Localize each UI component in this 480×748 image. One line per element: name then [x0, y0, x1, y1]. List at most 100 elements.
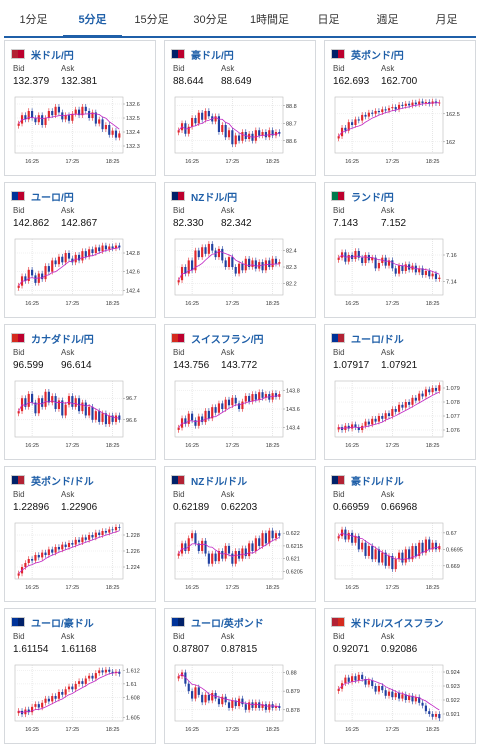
price-chart[interactable]: 16:25 17:25 18:25 0.924 0.923 0.922 0.921 [333, 661, 469, 735]
za-jp-flag [331, 191, 345, 201]
candle-body [401, 552, 404, 563]
candle-body [34, 555, 37, 561]
x-tick-label: 17:25 [385, 443, 399, 449]
rate-card[interactable]: ユーロ/豪ドル Bid Ask 1.61154 1.61168 16:25 17:25 18:… [4, 608, 156, 744]
candle-body [118, 671, 121, 674]
price-chart[interactable]: 16:25 17:25 18:25 143.8 143.6 143.4 [173, 377, 309, 451]
pair-link[interactable]: ランド/円 [351, 192, 394, 204]
rate-card[interactable]: ユーロ/円 Bid Ask 142.862 142.867 16:25 17:25 18:25… [4, 182, 156, 318]
candle-body [194, 118, 197, 124]
pair-link[interactable]: 英ポンド/ドル [31, 476, 94, 488]
candle-body [411, 546, 414, 560]
candle-body [374, 111, 377, 114]
candle-body [428, 711, 431, 714]
candle-body [391, 409, 394, 416]
tab-0[interactable]: 1分足 [19, 14, 48, 26]
price-chart[interactable]: 16:25 17:25 18:25 1.228 1.226 1.224 [13, 519, 149, 593]
pair-link[interactable]: カナダドル/円 [31, 334, 94, 346]
rate-card[interactable]: 豪ドル/ドル Bid Ask 0.66959 0.66968 16:25 17:25 18:2… [324, 466, 476, 602]
tab-1[interactable]: 5分足 [63, 6, 122, 38]
rate-card[interactable]: 米ドル/スイスフラン Bid Ask 0.92071 0.92086 16:25 17:25… [324, 608, 476, 744]
price-chart[interactable]: 16:25 17:25 18:25 82.4 82.3 82.2 [173, 235, 309, 309]
candle-body [371, 418, 374, 425]
pair-link[interactable]: 英ポンド/円 [351, 50, 404, 62]
tab-6[interactable]: 週足 [376, 14, 399, 26]
tab-7[interactable]: 月足 [435, 14, 458, 26]
rate-card[interactable]: NZドル/ドル Bid Ask 0.62189 0.62203 16:25 17:25 18:… [164, 466, 316, 602]
rate-card[interactable]: ユーロ/ドル Bid Ask 1.07917 1.07921 16:25 17:25 18:2… [324, 324, 476, 460]
candle-body [421, 268, 424, 275]
pair-link[interactable]: ユーロ/ドル [351, 334, 404, 346]
candle-body [391, 107, 394, 109]
rate-card[interactable]: 英ポンド/ドル Bid Ask 1.22896 1.22906 16:25 17:25 18:… [4, 466, 156, 602]
price-chart[interactable]: 16:25 17:25 18:25 142.8 142.6 142.4 [13, 235, 149, 309]
candle-body [397, 552, 401, 560]
pair-link[interactable]: ユーロ/英ポンド [191, 618, 264, 630]
candle-body [261, 262, 264, 271]
price-chart[interactable]: 16:25 17:25 18:25 0.67 0.6695 0.669 [333, 519, 469, 593]
candle-body [197, 543, 200, 551]
candle-body [414, 546, 417, 556]
price-chart[interactable]: 16:25 17:25 18:25 0.88 0.879 0.878 [173, 661, 309, 735]
candle-body [27, 269, 30, 281]
price-chart[interactable]: 16:25 17:25 18:25 7.16 7.14 [333, 235, 469, 309]
card-header: カナダドル/円 [11, 331, 94, 346]
price-chart[interactable]: 16:25 17:25 18:25 1.079 1.078 1.077 1.076 [333, 377, 469, 451]
pair-link[interactable]: ユーロ/円 [31, 192, 74, 204]
y-tick-label: 1.077 [446, 414, 460, 420]
candle-body [44, 391, 47, 407]
candle-body [67, 115, 71, 121]
candle-body [364, 255, 367, 263]
pair-link[interactable]: 米ドル/円 [31, 50, 74, 62]
candle-body [44, 552, 47, 555]
rate-card[interactable]: スイスフラン/円 Bid Ask 143.756 143.772 16:25 17:25 18… [164, 324, 316, 460]
rate-card[interactable]: カナダドル/円 Bid Ask 96.599 96.614 16:25 17:25 18:25… [4, 324, 156, 460]
price-chart[interactable]: 16:25 17:25 18:25 132.6 132.5 132.4 132.3 [13, 93, 149, 167]
ask-label: Ask [61, 490, 75, 499]
candle-body [274, 533, 278, 539]
candle-body [211, 243, 214, 251]
candle-body [258, 130, 261, 136]
candle-body [251, 543, 254, 551]
candle-body [31, 559, 34, 561]
price-chart[interactable]: 16:25 17:25 18:25 1.612 1.61 1.608 1.605 [13, 661, 149, 735]
price-chart[interactable]: 16:25 17:25 18:25 162.5 162 [333, 93, 469, 167]
rate-card[interactable]: NZドル/円 Bid Ask 82.330 82.342 16:25 17:25 18:25 8… [164, 182, 316, 318]
eu-jp-flag [11, 191, 25, 201]
candle-body [274, 706, 278, 708]
pair-link[interactable]: NZドル/円 [191, 192, 238, 204]
tab-3[interactable]: 30分足 [193, 14, 228, 26]
candle-body [27, 709, 30, 713]
pair-link[interactable]: スイスフラン/円 [191, 334, 264, 346]
rate-card[interactable]: ユーロ/英ポンド Bid Ask 0.87807 0.87815 16:25 17:25 18… [164, 608, 316, 744]
price-chart[interactable]: 16:25 17:25 18:25 96.7 96.6 [13, 377, 149, 451]
pair-link[interactable]: 豪ドル/円 [191, 50, 234, 62]
pair-link[interactable]: NZドル/ドル [191, 476, 248, 488]
rate-card[interactable]: ランド/円 Bid Ask 7.143 7.152 16:25 17:25 18:25 7.16… [324, 182, 476, 318]
candle-body [337, 136, 340, 139]
candle-body [57, 106, 61, 113]
candle-body [37, 704, 40, 708]
candle-body [397, 265, 401, 274]
candle-body [177, 553, 180, 556]
ask-value: 88.649 [221, 76, 252, 87]
candle-body [37, 115, 40, 123]
candle-body [421, 393, 424, 397]
rate-card[interactable]: 豪ドル/円 Bid Ask 88.644 88.649 16:25 17:25 18:25 88… [164, 40, 316, 176]
tab-4[interactable]: 1時間足 [249, 14, 290, 26]
pair-link[interactable]: 豪ドル/ドル [351, 476, 404, 488]
y-tick-label: 82.2 [286, 281, 297, 287]
candle-body [207, 410, 210, 419]
tab-2[interactable]: 15分足 [134, 14, 169, 26]
candle-body [224, 125, 227, 138]
candle-body [84, 537, 87, 540]
rate-card[interactable]: 米ドル/円 Bid Ask 132.379 132.381 16:25 17:25 18:25… [4, 40, 156, 176]
y-tick-label: 162.5 [446, 112, 460, 118]
candle-body [17, 573, 20, 576]
price-chart[interactable]: 16:25 17:25 18:25 0.622 0.6215 0.621 0.6205 [173, 519, 309, 593]
price-chart[interactable]: 16:25 17:25 18:25 88.8 88.7 88.6 [173, 93, 309, 167]
rate-card[interactable]: 英ポンド/円 Bid Ask 162.693 162.700 16:25 17:25 18:2… [324, 40, 476, 176]
pair-link[interactable]: ユーロ/豪ドル [31, 618, 94, 630]
pair-link[interactable]: 米ドル/スイスフラン [351, 618, 444, 630]
tab-5[interactable]: 日足 [317, 14, 340, 26]
